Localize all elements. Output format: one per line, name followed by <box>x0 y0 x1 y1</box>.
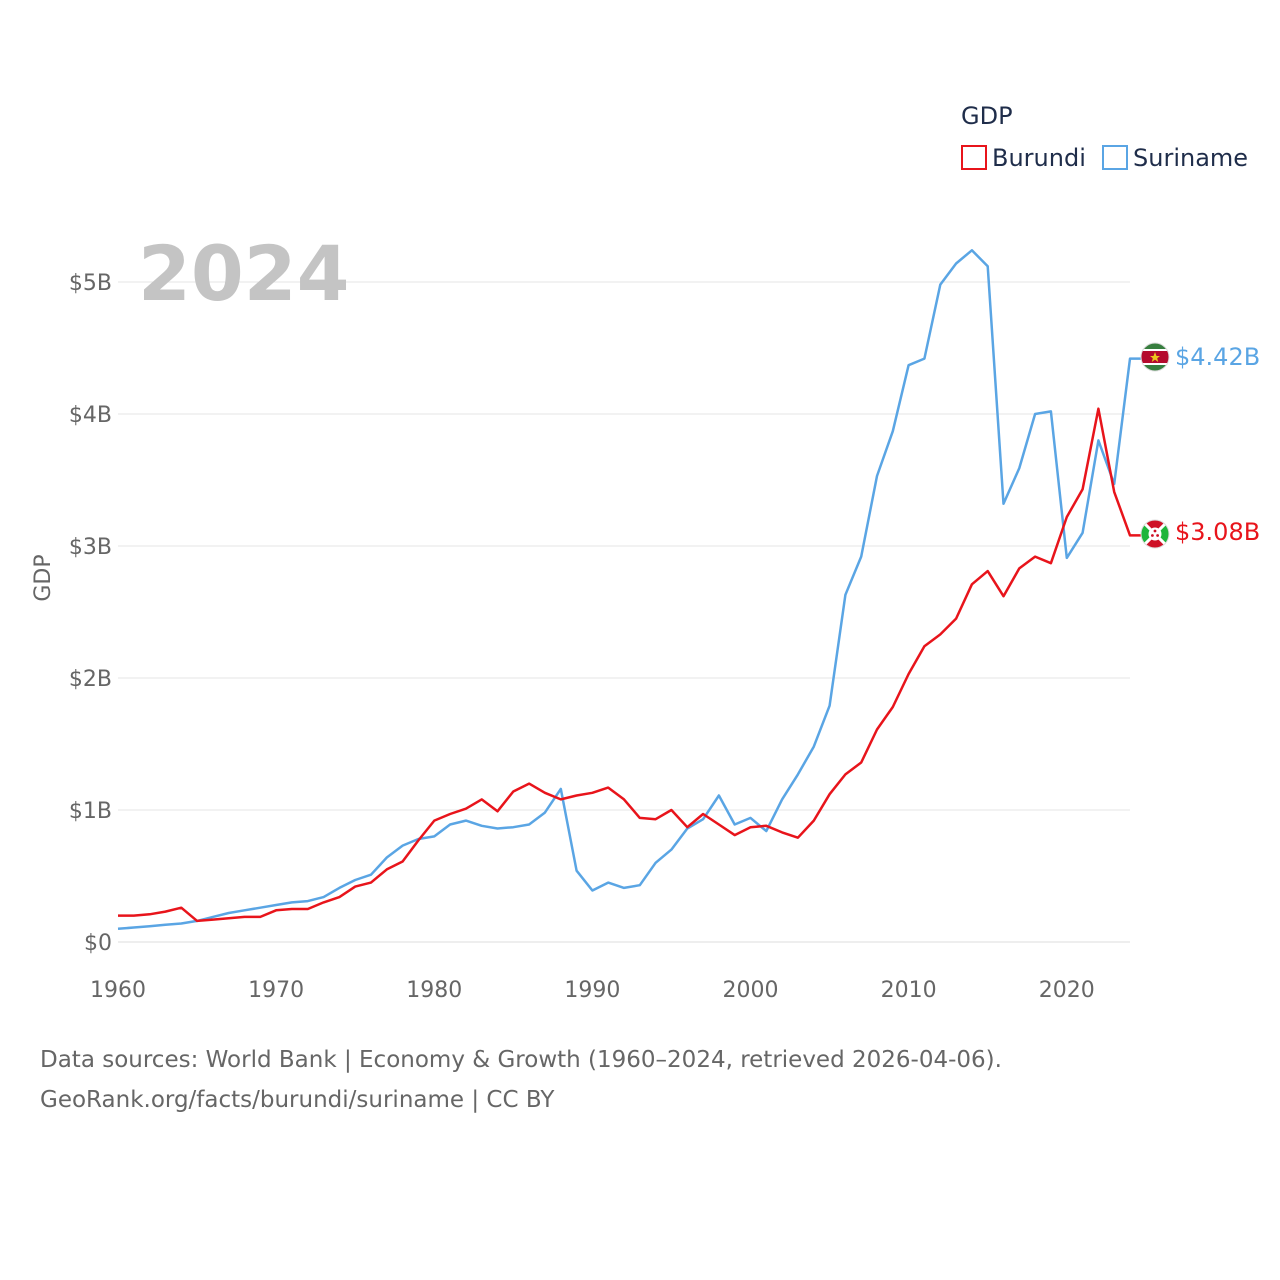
flag-suriname-icon <box>1140 342 1170 372</box>
y-tick-label: $1B <box>69 799 112 824</box>
end-label-burundi: $3.08B <box>1175 518 1260 546</box>
y-tick-label: $2B <box>69 667 112 692</box>
footer: Data sources: World Bank | Economy & Gro… <box>40 1040 1002 1120</box>
y-axis-ticks: $0 $1B $2B $3B $4B $5B <box>69 271 112 956</box>
series-line-suriname <box>117 249 1141 931</box>
y-tick-label: $0 <box>84 931 112 956</box>
x-tick-label: 1960 <box>90 978 146 1003</box>
legend-swatch-burundi <box>961 145 987 170</box>
y-axis-label: GDP <box>31 554 56 601</box>
flag-burundi-icon <box>1140 519 1170 549</box>
legend-title: GDP <box>961 102 1013 130</box>
x-tick-label: 2020 <box>1039 978 1095 1003</box>
end-label-suriname: $4.42B <box>1175 343 1260 371</box>
gdp-line-chart: $0 $1B $2B $3B $4B $5B 1960 1970 1980 1990 2000 20… <box>31 102 1260 1003</box>
legend: GDP Burundi Suriname <box>961 102 1248 172</box>
series-lines <box>117 249 1141 931</box>
series-line-burundi <box>118 407 1141 923</box>
legend-swatch-suriname <box>1102 145 1128 170</box>
x-tick-label: 1980 <box>406 978 462 1003</box>
legend-label-suriname: Suriname <box>1133 144 1248 172</box>
year-watermark: 2024 <box>138 229 350 318</box>
x-tick-label: 2000 <box>723 978 779 1003</box>
attribution-text: GeoRank.org/facts/burundi/suriname | CC … <box>40 1087 555 1113</box>
x-tick-label: 2010 <box>881 978 937 1003</box>
y-tick-label: $4B <box>69 403 112 428</box>
legend-label-burundi: Burundi <box>992 144 1086 172</box>
y-tick-label: $5B <box>69 271 112 296</box>
y-tick-label: $3B <box>69 535 112 560</box>
grid-lines <box>118 281 1130 943</box>
x-tick-label: 1990 <box>564 978 620 1003</box>
x-tick-label: 1970 <box>248 978 304 1003</box>
data-source-text: Data sources: World Bank | Economy & Gro… <box>40 1047 1002 1073</box>
x-axis-ticks: 1960 1970 1980 1990 2000 2010 2020 <box>90 978 1095 1003</box>
